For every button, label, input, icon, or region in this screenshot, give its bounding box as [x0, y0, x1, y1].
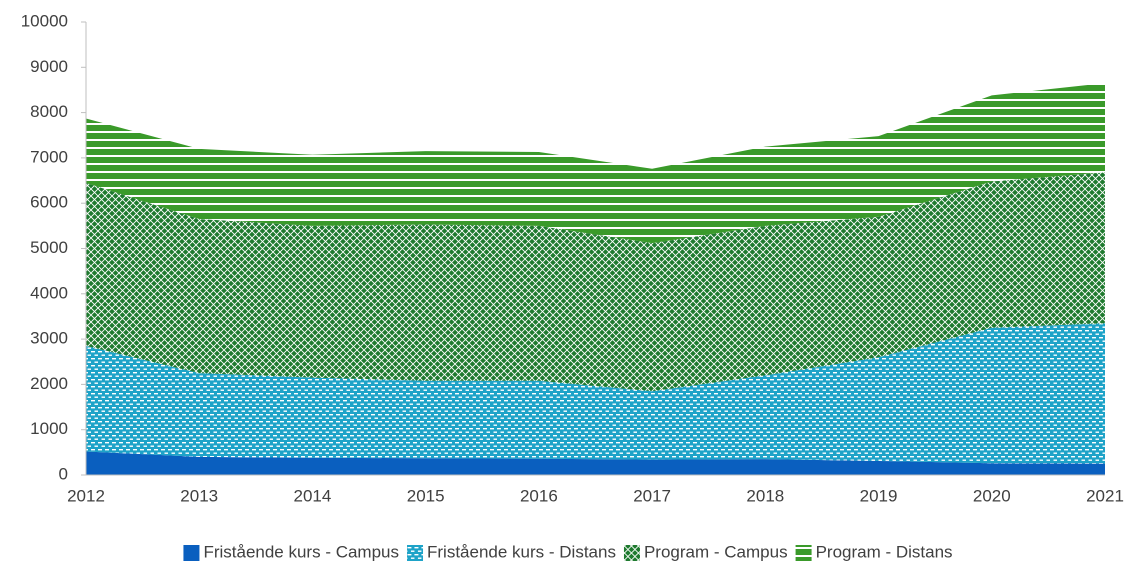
legend-swatch: [183, 545, 200, 561]
y-tick-label: 4000: [30, 283, 68, 302]
area: [86, 172, 1105, 392]
legend-swatch: [623, 545, 640, 561]
y-tick-label: 2000: [30, 374, 68, 393]
y-tick-label: 10000: [21, 11, 68, 30]
y-tick-label: 5000: [30, 238, 68, 257]
y-tick-label: 6000: [30, 193, 68, 212]
legend-label: Fristående kurs - Campus: [203, 542, 399, 561]
x-tick-label: 2018: [746, 486, 784, 505]
area: [86, 83, 1105, 244]
y-tick-label: 8000: [30, 102, 68, 121]
legend-label: Program - Distans: [816, 542, 953, 561]
legend-label: Program - Campus: [644, 542, 788, 561]
area: [86, 323, 1105, 464]
x-tick-label: 2017: [633, 486, 671, 505]
y-tick-label: 3000: [30, 329, 68, 348]
x-tick-label: 2016: [520, 486, 558, 505]
x-tick-label: 2019: [860, 486, 898, 505]
x-tick-label: 2012: [67, 486, 105, 505]
legend: Fristående kurs - Campus Fristående kurs …: [183, 542, 953, 561]
legend-swatch: [407, 545, 424, 561]
legend-label: Fristående kurs - Distans: [427, 542, 616, 561]
x-tick-label: 2013: [180, 486, 218, 505]
x-tick-label: 2014: [294, 486, 332, 505]
area: [86, 451, 1105, 475]
x-tick-label: 2020: [973, 486, 1011, 505]
x-tick-label: 2015: [407, 486, 445, 505]
y-tick-label: 0: [59, 464, 68, 483]
x-tick-label: 2021: [1086, 486, 1124, 505]
legend-swatch: [795, 545, 812, 561]
y-tick-label: 7000: [30, 147, 68, 166]
y-tick-label: 1000: [30, 419, 68, 438]
y-tick-label: 9000: [30, 57, 68, 76]
